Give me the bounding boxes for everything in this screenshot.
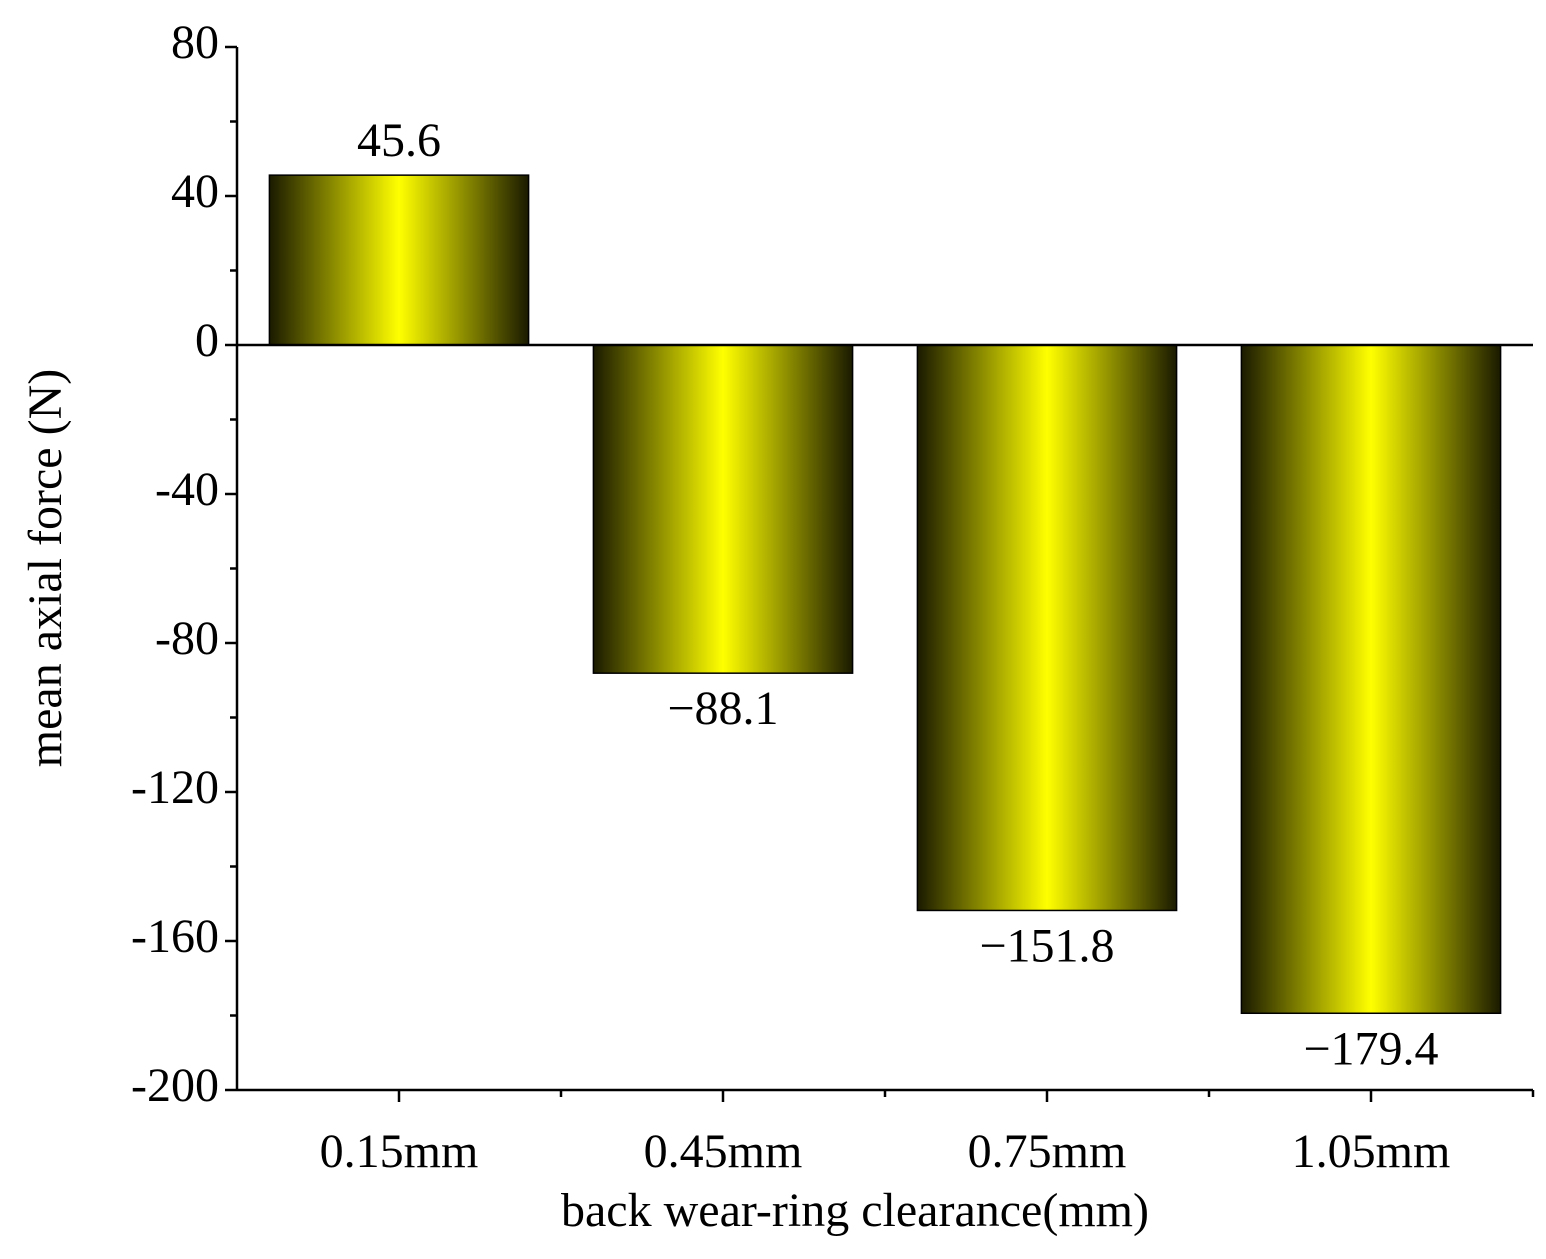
value-label: −179.4 [1303, 1022, 1438, 1075]
bar [268, 174, 530, 346]
x-tick-label: 1.05mm [1292, 1125, 1451, 1178]
y-axis-title: mean axial force (N) [19, 369, 72, 767]
y-tick-label: 40 [171, 165, 219, 218]
y-tick-label: -120 [131, 761, 219, 814]
x-tick-label: 0.15mm [320, 1125, 479, 1178]
bar [916, 344, 1178, 912]
y-tick-label: 80 [171, 16, 219, 69]
value-label: 45.6 [357, 114, 441, 167]
x-tick-label: 0.75mm [968, 1125, 1127, 1178]
value-label: −88.1 [667, 682, 778, 735]
y-tick-label: -80 [155, 612, 219, 665]
bar [1240, 344, 1502, 1015]
bar [592, 344, 854, 674]
x-axis-title: back wear-ring clearance(mm) [561, 1184, 1149, 1237]
y-tick-label: -200 [131, 1059, 219, 1112]
x-tick-label: 0.45mm [644, 1125, 803, 1178]
value-label: −151.8 [979, 919, 1114, 972]
y-tick-label: -40 [155, 463, 219, 516]
y-tick-label: -160 [131, 910, 219, 963]
y-tick-label: 0 [195, 314, 219, 367]
